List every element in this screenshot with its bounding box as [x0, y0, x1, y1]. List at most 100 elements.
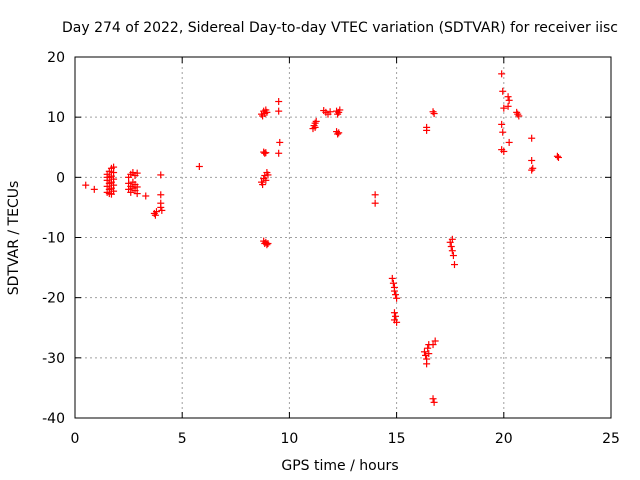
data-point — [262, 149, 270, 157]
x-tick-label: 10 — [280, 431, 298, 447]
data-point — [103, 173, 111, 181]
data-point — [127, 188, 135, 196]
data-point — [505, 96, 513, 104]
data-point — [110, 181, 118, 189]
data-point — [264, 240, 272, 248]
y-axis-label: SDTVAR / TECUs — [6, 181, 22, 296]
data-point — [311, 123, 319, 131]
data-point — [423, 360, 431, 368]
data-point — [110, 175, 118, 183]
data-point — [371, 191, 379, 199]
x-tick-label: 25 — [602, 431, 620, 447]
data-point — [90, 185, 98, 193]
data-point — [195, 163, 203, 171]
data-point — [110, 187, 118, 195]
data-point — [505, 138, 513, 146]
data-point — [422, 351, 430, 359]
data-point — [82, 181, 90, 189]
data-point — [393, 318, 401, 326]
data-point — [430, 110, 438, 118]
chart-title: Day 274 of 2022, Sidereal Day-to-day VTE… — [62, 20, 618, 36]
data-point — [420, 348, 428, 356]
data-point — [429, 108, 437, 116]
data-point — [158, 206, 166, 214]
data-point — [312, 117, 320, 125]
data-point — [390, 309, 398, 317]
data-point — [275, 149, 283, 157]
data-point — [500, 147, 508, 155]
data-point — [528, 156, 536, 164]
plot-frame — [74, 56, 612, 419]
data-point — [504, 102, 512, 110]
data-point — [263, 108, 271, 116]
x-tick-labels: 0 5 10 15 20 25 — [71, 431, 620, 447]
data-point — [276, 138, 284, 146]
data-point — [429, 341, 437, 349]
data-point — [151, 211, 159, 219]
data-point — [423, 126, 431, 134]
data-point — [371, 199, 379, 207]
data-point — [264, 171, 272, 179]
data-point — [275, 98, 283, 106]
data-point — [515, 112, 523, 120]
data-point — [336, 106, 344, 114]
x-tick-label: 0 — [71, 431, 80, 447]
data-point — [448, 235, 456, 243]
x-tick-label: 5 — [178, 431, 187, 447]
data-point — [450, 261, 458, 269]
y-tick-label: -30 — [42, 351, 65, 367]
data-point — [528, 134, 536, 142]
data-point — [326, 108, 334, 116]
data-point — [447, 243, 455, 251]
data-point — [392, 291, 400, 299]
data-point — [157, 171, 165, 179]
x-tick-label: 20 — [495, 431, 513, 447]
data-point — [133, 169, 141, 177]
y-tick-labels: -40 -30 -20 -10 0 10 20 — [42, 50, 65, 427]
y-tick-label: 10 — [47, 110, 65, 126]
data-point — [528, 166, 536, 174]
grid — [75, 57, 611, 418]
data-point — [335, 129, 343, 137]
data-point — [448, 247, 456, 255]
data-point — [105, 190, 113, 198]
data-point — [449, 252, 457, 260]
data-point — [392, 312, 400, 320]
data-point — [424, 344, 432, 352]
y-tick-label: 0 — [56, 170, 65, 186]
data-point — [133, 190, 141, 198]
data-point — [504, 93, 512, 101]
data-point — [500, 104, 508, 112]
y-tick-label: -10 — [42, 231, 65, 247]
x-axis-label: GPS time / hours — [281, 458, 398, 474]
data-point — [262, 176, 270, 184]
y-tick-label: 20 — [47, 50, 65, 66]
data-point — [425, 350, 433, 358]
data-point — [259, 181, 267, 189]
data-point — [275, 107, 283, 115]
data-point — [553, 152, 561, 160]
data-point — [429, 395, 437, 403]
data-point — [390, 287, 398, 295]
data-point — [152, 208, 160, 216]
data-point — [157, 203, 165, 211]
data-point — [388, 274, 396, 282]
data-point — [498, 70, 506, 78]
data-point — [499, 128, 507, 136]
data-point — [499, 87, 507, 95]
data-point — [110, 169, 118, 177]
data-point — [498, 120, 506, 128]
data-point — [393, 294, 401, 302]
data-point — [263, 241, 271, 249]
data-point — [142, 192, 150, 200]
x-tick-label: 15 — [388, 431, 406, 447]
y-tick-label: -40 — [42, 411, 65, 427]
data-point — [389, 279, 397, 287]
data-point — [431, 337, 439, 345]
data-point — [529, 164, 537, 172]
data-point — [514, 110, 522, 118]
data-point — [261, 149, 269, 157]
y-tick-label: -20 — [42, 291, 65, 307]
data-point — [157, 191, 165, 199]
